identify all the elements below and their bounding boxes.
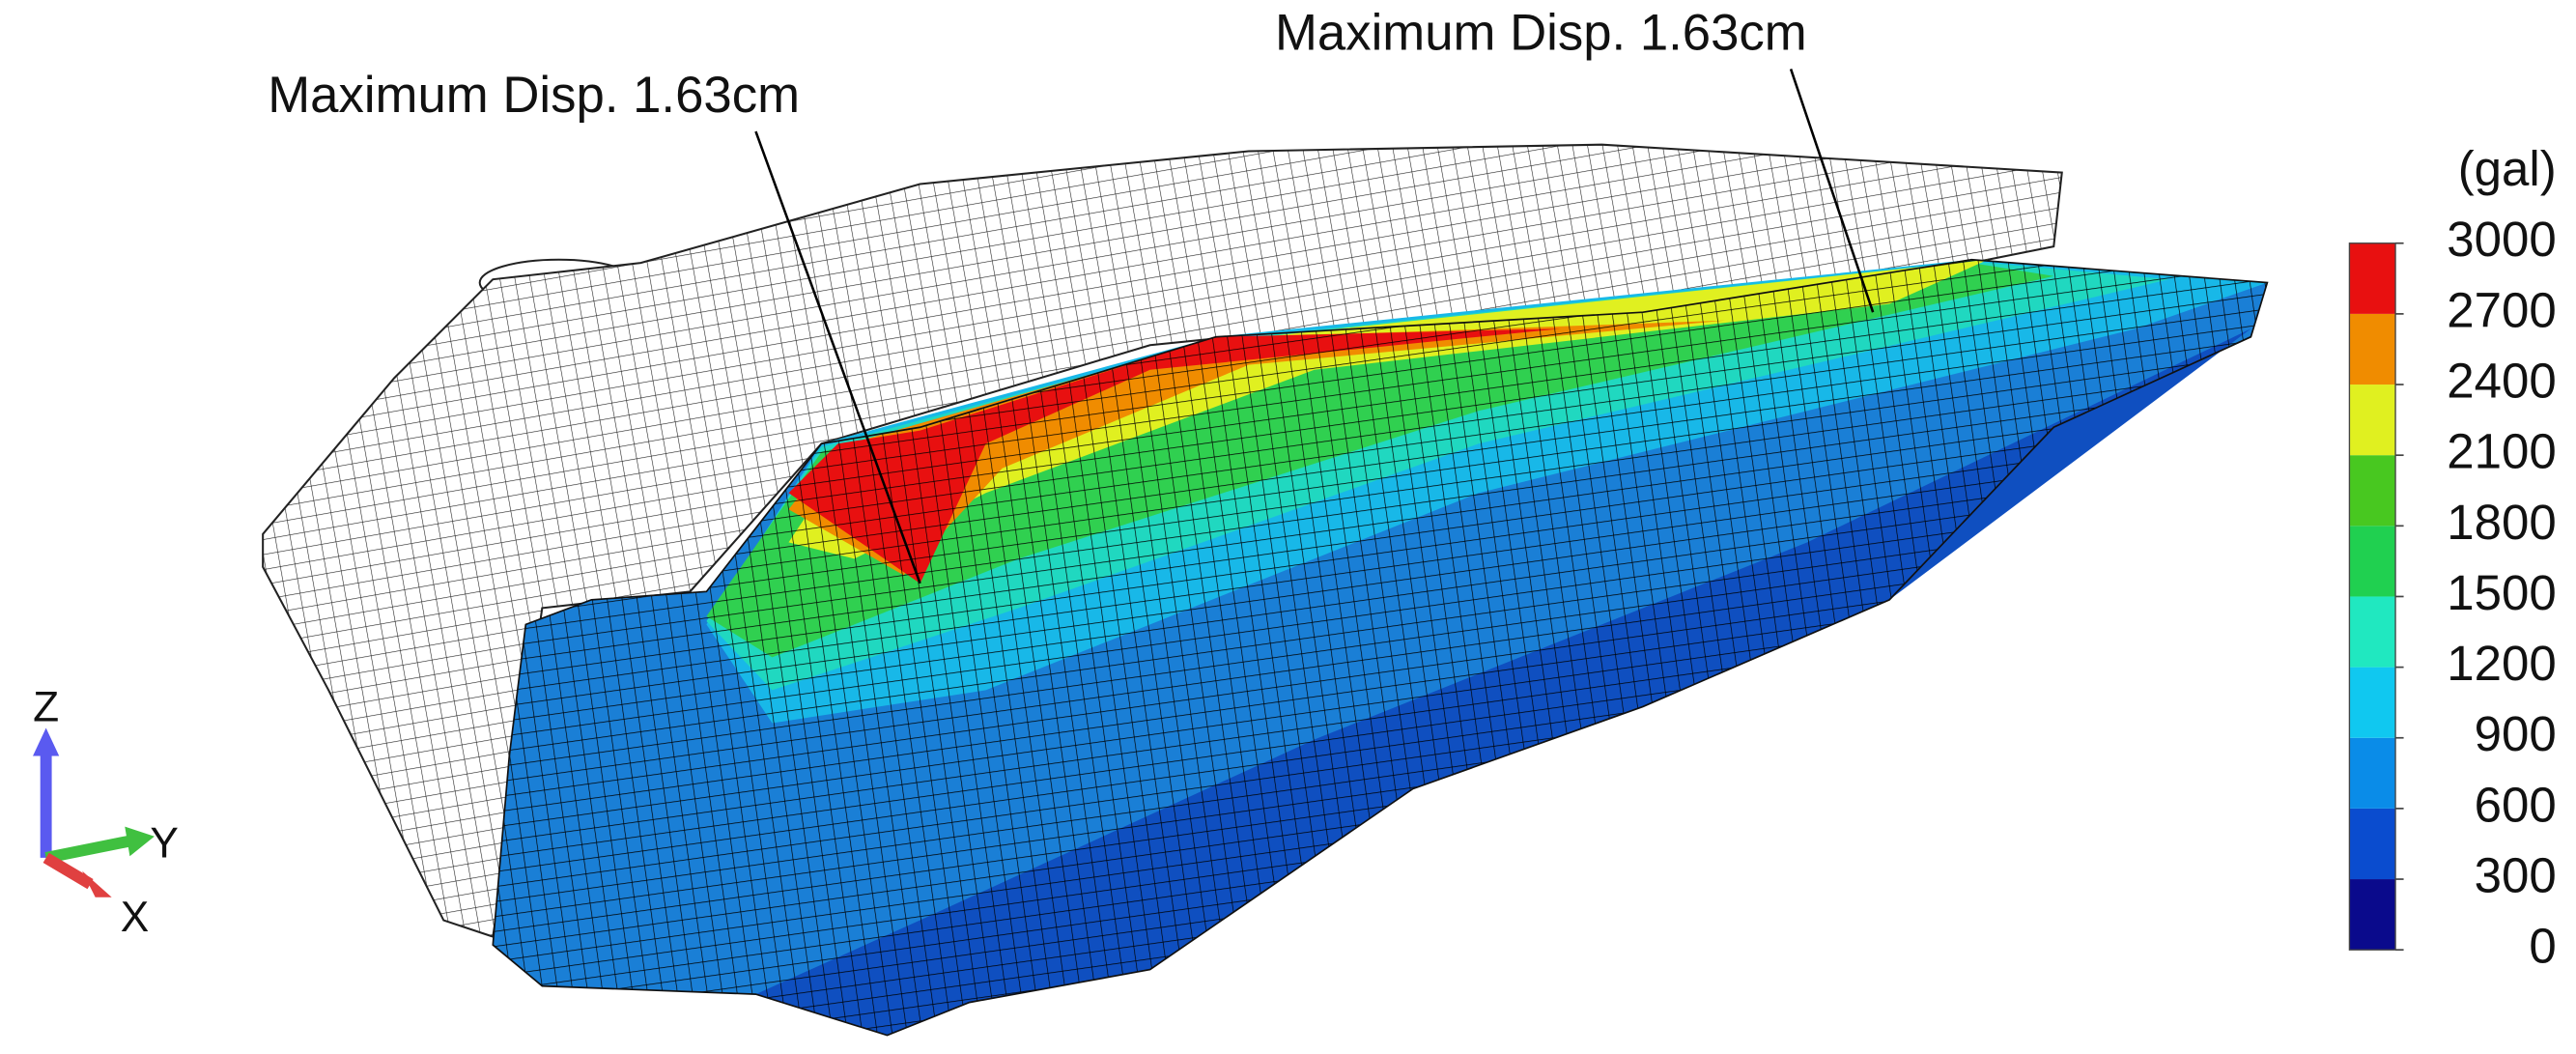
colorbar-label: 900 (2475, 706, 2557, 761)
colorbar-label: 600 (2475, 777, 2557, 832)
colorbar-label: 1800 (2447, 495, 2557, 550)
z-arrow-head (33, 727, 60, 756)
colorbar: (gal) 0 300 600 900 1200 1500 1800 2100 2400 2700… (2348, 141, 2557, 974)
axis-label: Z (33, 684, 59, 731)
colorbar-label: 300 (2475, 848, 2557, 903)
colorbar-label: 2400 (2447, 354, 2557, 409)
colorbar-label: 2700 (2447, 282, 2557, 337)
axis-label: Y (150, 820, 179, 868)
colorbar-label: 0 (2529, 919, 2556, 974)
colorbar-band (2349, 526, 2396, 597)
colorbar-band (2349, 313, 2396, 385)
colorbar-label: 3000 (2447, 212, 2557, 267)
y-arrow (44, 836, 129, 864)
colorbar-label: 2100 (2447, 424, 2557, 479)
leader-line (754, 130, 921, 584)
colorbar-band (2349, 737, 2396, 809)
axis-triad: Z Y X (33, 684, 179, 941)
colorbar-label: 1200 (2447, 636, 2557, 691)
colorbar-band (2349, 667, 2396, 738)
colorbar-band (2349, 596, 2396, 668)
leader-line (1789, 69, 1875, 313)
surface-mesh (492, 258, 2269, 1037)
x-arrow-head (82, 870, 112, 897)
x-arrow (42, 852, 94, 890)
colorbar-band (2349, 879, 2396, 951)
annotation: Maximum Disp. 1.63cm (1275, 4, 1807, 61)
colorbar-band (2349, 242, 2396, 314)
annotation: Maximum Disp. 1.63cm (268, 67, 800, 124)
colorbar-band (2349, 808, 2396, 880)
dam-model (262, 143, 2269, 1037)
colorbar-band (2349, 455, 2396, 527)
colorbar-unit: (gal) (2458, 141, 2557, 196)
colorbar-band (2349, 385, 2396, 456)
colorbar-label: 1500 (2447, 565, 2557, 620)
axis-label: X (121, 894, 150, 941)
scene: Maximum Disp. 1.63cm Maximum Disp. 1.63c… (33, 4, 2557, 1037)
wall-mesh (263, 144, 2062, 937)
